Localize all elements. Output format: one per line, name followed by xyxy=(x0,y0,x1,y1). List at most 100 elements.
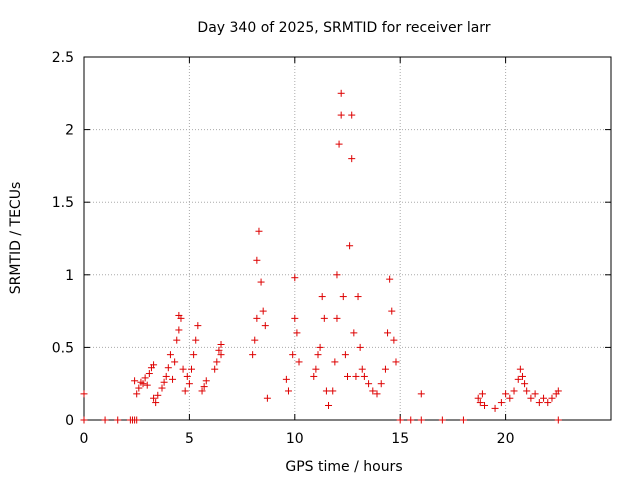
data-point xyxy=(521,380,529,388)
data-point xyxy=(169,375,177,383)
data-point xyxy=(392,358,400,366)
data-point xyxy=(356,343,364,351)
data-point xyxy=(164,364,172,372)
data-point xyxy=(386,275,394,283)
data-point xyxy=(390,336,398,344)
data-point xyxy=(139,380,147,388)
data-point xyxy=(194,322,202,330)
y-axis-label: SRMTID / TECUs xyxy=(8,182,24,295)
data-point xyxy=(381,365,389,373)
data-point xyxy=(282,375,290,383)
data-point xyxy=(158,384,166,392)
data-point xyxy=(506,394,514,402)
data-point xyxy=(143,381,151,389)
data-point xyxy=(101,416,109,424)
data-point xyxy=(516,365,524,373)
data-point xyxy=(141,374,149,382)
data-point xyxy=(80,390,88,398)
data-point xyxy=(114,416,122,424)
data-point xyxy=(531,390,539,398)
x-tick-label: 10 xyxy=(286,431,304,447)
data-point xyxy=(373,390,381,398)
data-point xyxy=(407,416,415,424)
data-point xyxy=(320,314,328,322)
data-point xyxy=(497,399,505,407)
data-point xyxy=(145,370,153,378)
data-point xyxy=(540,394,548,402)
data-point xyxy=(459,416,467,424)
data-point xyxy=(333,314,341,322)
data-point xyxy=(190,351,198,359)
data-point xyxy=(333,271,341,279)
data-point xyxy=(80,416,88,424)
data-point xyxy=(259,307,267,315)
data-point xyxy=(291,274,299,282)
data-point xyxy=(554,387,562,395)
data-point xyxy=(217,340,225,348)
plot-border xyxy=(83,56,612,421)
data-point xyxy=(202,377,210,385)
data-point xyxy=(131,377,139,385)
data-point xyxy=(179,365,187,373)
data-point xyxy=(365,380,373,388)
data-point xyxy=(181,387,189,395)
data-point xyxy=(295,358,303,366)
grid xyxy=(84,57,611,420)
data-point xyxy=(249,351,257,359)
x-tick-label: 5 xyxy=(185,431,194,447)
data-point xyxy=(289,351,297,359)
data-point xyxy=(255,227,263,235)
data-point xyxy=(476,399,484,407)
data-point xyxy=(339,293,347,301)
data-point xyxy=(335,140,343,148)
data-point xyxy=(198,387,206,395)
x-tick-label: 20 xyxy=(497,431,515,447)
data-point xyxy=(312,365,320,373)
data-point xyxy=(263,394,271,402)
data-point xyxy=(523,387,531,395)
y-tick-label: 1 xyxy=(65,268,74,284)
data-point xyxy=(133,390,141,398)
data-point xyxy=(150,361,158,369)
data-point xyxy=(346,242,354,250)
data-point xyxy=(510,387,518,395)
data-point xyxy=(377,380,385,388)
data-point xyxy=(352,372,360,380)
data-point xyxy=(491,404,499,412)
data-point xyxy=(293,329,301,337)
data-point xyxy=(192,336,200,344)
data-point xyxy=(417,416,425,424)
data-point xyxy=(314,351,322,359)
x-tick-labels: 0 5 10 15 20 xyxy=(80,431,515,447)
data-point xyxy=(348,155,356,163)
data-point xyxy=(217,351,225,359)
chart-title: Day 340 of 2025, SRMTID for receiver lar… xyxy=(197,20,490,36)
y-tick-label: 0 xyxy=(65,413,74,429)
data-point xyxy=(369,387,377,395)
data-point xyxy=(481,401,489,409)
data-point xyxy=(253,314,261,322)
data-point xyxy=(188,365,196,373)
data-point xyxy=(257,278,265,286)
data-point xyxy=(438,416,446,424)
data-point xyxy=(251,336,259,344)
data-point xyxy=(133,416,141,424)
data-point xyxy=(261,322,269,330)
data-point xyxy=(200,383,208,391)
y-tick-label: 1.5 xyxy=(52,195,74,211)
data-point xyxy=(175,326,183,334)
data-point xyxy=(185,380,193,388)
data-point xyxy=(329,387,337,395)
data-point xyxy=(183,372,191,380)
data-point xyxy=(166,351,174,359)
data-point xyxy=(535,399,543,407)
data-point xyxy=(518,372,526,380)
data-point xyxy=(417,390,425,398)
data-point xyxy=(316,343,324,351)
y-tick-label: 2 xyxy=(65,123,74,139)
data-point xyxy=(396,416,404,424)
data-point xyxy=(215,346,223,354)
data-point xyxy=(474,394,482,402)
